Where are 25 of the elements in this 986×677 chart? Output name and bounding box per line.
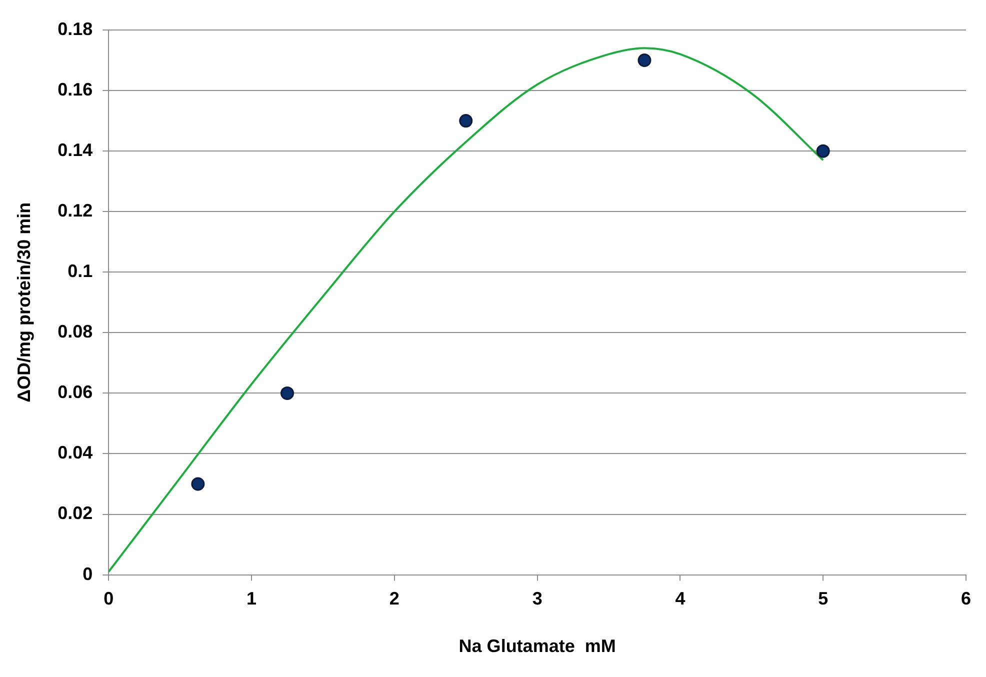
y-tick-label: 0.02 xyxy=(58,503,93,524)
x-tick-label: 5 xyxy=(818,588,828,609)
x-tick-label: 2 xyxy=(389,588,400,609)
y-tick-label: 0.08 xyxy=(58,322,93,342)
y-tick-label: 0 xyxy=(82,564,93,584)
point xyxy=(638,54,652,68)
y-tick-label: 0.04 xyxy=(58,442,93,463)
y-tick-label: 0.18 xyxy=(58,18,93,39)
x-tick-label: 6 xyxy=(960,588,972,609)
y-tick-label: 0.16 xyxy=(58,80,93,100)
x-tick-label: 0 xyxy=(104,588,114,609)
y-tick-label: 0.1 xyxy=(68,261,93,282)
y-tick-label: 0.14 xyxy=(58,140,93,160)
x-axis-title: Na Glutamate mM xyxy=(458,636,616,656)
point xyxy=(280,386,294,400)
x-tick-label: 1 xyxy=(246,588,257,609)
x-tick-label: 3 xyxy=(532,588,542,609)
point xyxy=(191,477,205,491)
x-tick-label: 4 xyxy=(675,588,686,609)
point xyxy=(459,114,473,128)
y-tick-label: 0.06 xyxy=(58,382,93,402)
line-series xyxy=(108,47,824,573)
y-tick-label: 0.12 xyxy=(58,200,93,221)
y-axis-title: ΔOD/mg protein/30 min xyxy=(14,202,34,402)
point xyxy=(816,144,830,158)
